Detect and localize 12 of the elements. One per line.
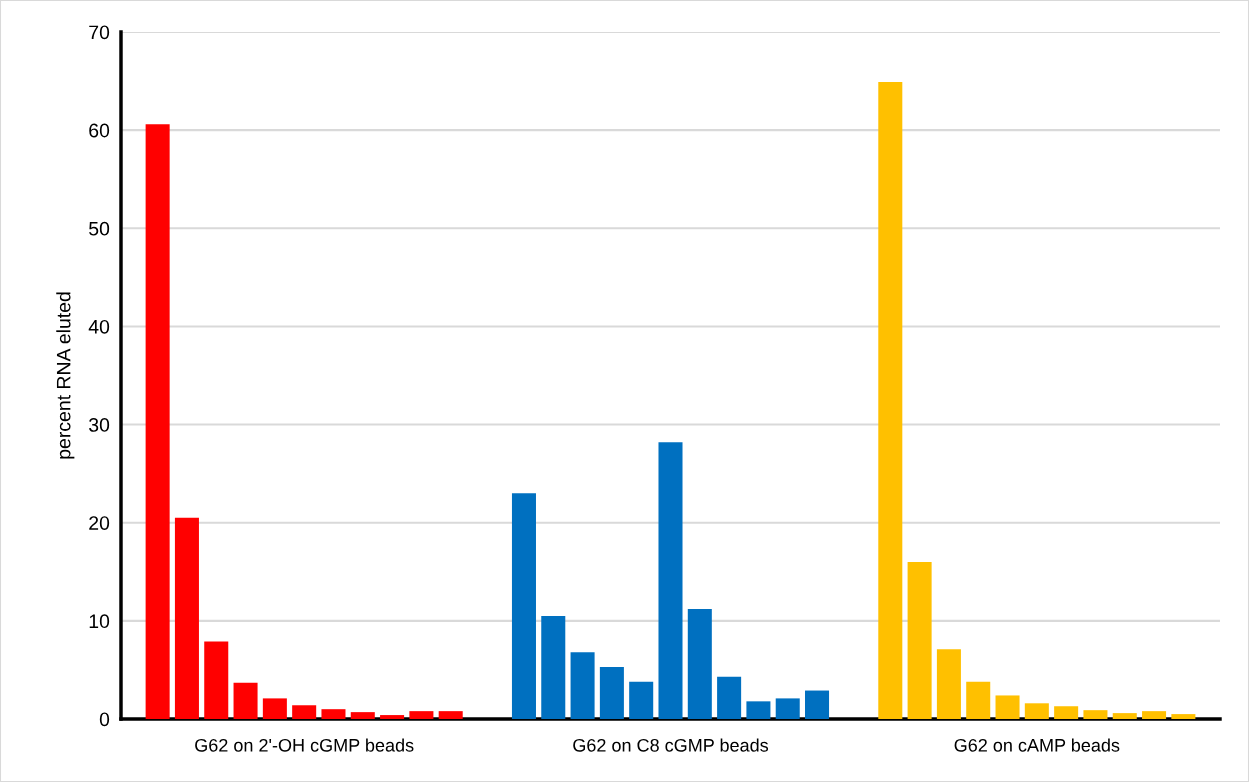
y-tick-label: 10	[89, 614, 110, 629]
y-axis-title: percent RNA eluted	[56, 292, 75, 459]
y-tick-label: 70	[89, 25, 110, 40]
x-tick-label: G62 on C8 cGMP beads	[573, 738, 769, 752]
y-tick-label: 30	[89, 418, 110, 432]
y-tick-label: 40	[88, 319, 110, 334]
y-tick-label: 20	[89, 516, 110, 530]
x-tick-label: G62 on cAMP beads	[954, 738, 1120, 752]
y-tick-label: 0	[99, 712, 110, 727]
y-tick-label: 50	[89, 221, 110, 236]
y-tick-label: 60	[89, 123, 110, 138]
x-tick-label: G62 on 2'-OH cGMP beads	[195, 738, 414, 752]
